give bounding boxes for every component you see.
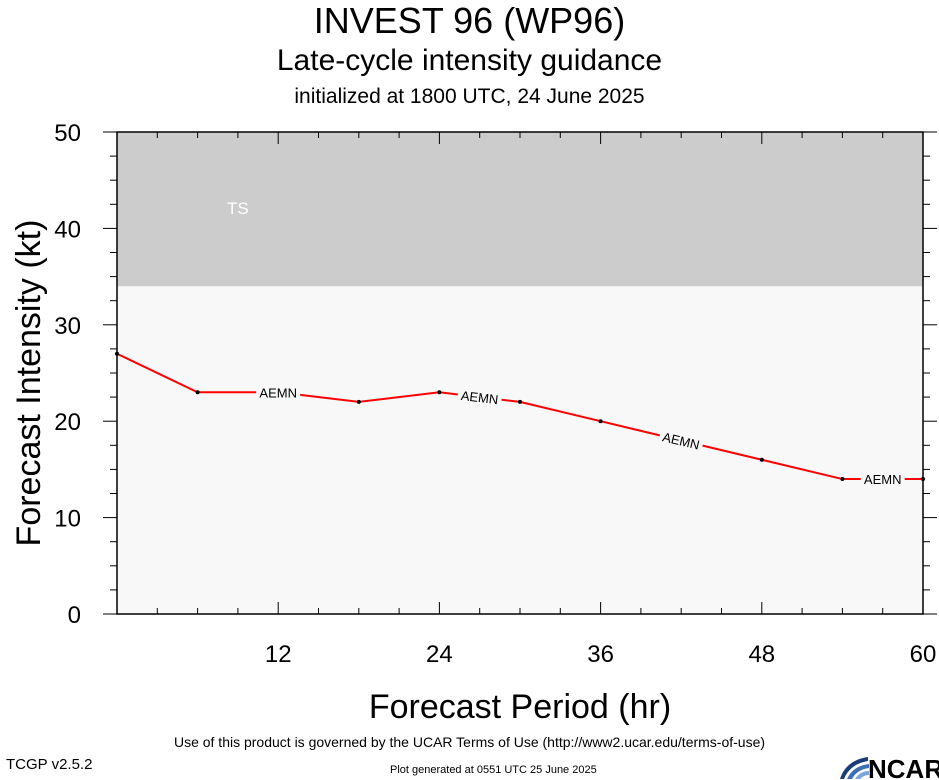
y-tick-label: 0 <box>68 602 81 629</box>
plot-frame <box>116 131 924 615</box>
series-label-aemn: AEMN <box>864 472 902 487</box>
x-tick-label: 12 <box>265 641 292 668</box>
chart-subtitle: Late-cycle intensity guidance <box>276 44 663 77</box>
data-point <box>518 399 522 404</box>
y-tick-label: 20 <box>54 409 81 436</box>
x-tick-label: 48 <box>748 641 775 668</box>
y-tick-label: 10 <box>54 506 81 533</box>
y-tick-label: 40 <box>54 216 81 243</box>
y-tick-label: 30 <box>54 313 81 340</box>
band-label-ts: TS <box>227 199 249 218</box>
y-tick-label: 50 <box>54 120 81 147</box>
data-point <box>437 390 442 395</box>
ncar-logo-mark <box>840 757 869 779</box>
intensity-chart: TS 12 24 36 48 60 0 10 20 30 40 50 Forecast Period (… <box>10 120 937 726</box>
x-axis-label: Forecast Period (hr) <box>369 688 671 726</box>
data-point <box>921 477 925 482</box>
series-label-aemn: AEMN <box>259 385 297 400</box>
terms-of-use-notice: Use of this product is governed by the U… <box>173 734 766 750</box>
series-label-background <box>657 427 705 454</box>
band-ts <box>117 132 923 287</box>
series-label-background <box>256 384 301 401</box>
data-point <box>598 419 603 424</box>
series-label-background <box>456 386 503 408</box>
series-label-aemn: AEMN <box>460 388 499 407</box>
x-tick-label: 60 <box>910 641 937 668</box>
chart-title: INVEST 96 (WP96) <box>313 0 626 41</box>
ncar-logo: NCAR <box>840 754 939 780</box>
generation-time: Plot generated at 0551 UTC 25 June 2025 <box>390 764 597 776</box>
y-axis-label: Forecast Intensity (kt) <box>10 220 48 547</box>
data-point <box>195 390 200 395</box>
x-tick-label: 36 <box>587 641 614 668</box>
data-point <box>115 351 119 356</box>
data-point <box>759 457 764 462</box>
initialization-time: initialized at 1800 UTC, 24 June 2025 <box>294 85 645 108</box>
x-tick-label: 24 <box>426 641 453 668</box>
version-label: TCGP v2.5.2 <box>6 756 93 773</box>
data-point <box>356 399 361 404</box>
series-label-background <box>860 471 905 488</box>
ncar-logo-text: NCAR <box>868 754 939 780</box>
data-point <box>840 477 845 482</box>
